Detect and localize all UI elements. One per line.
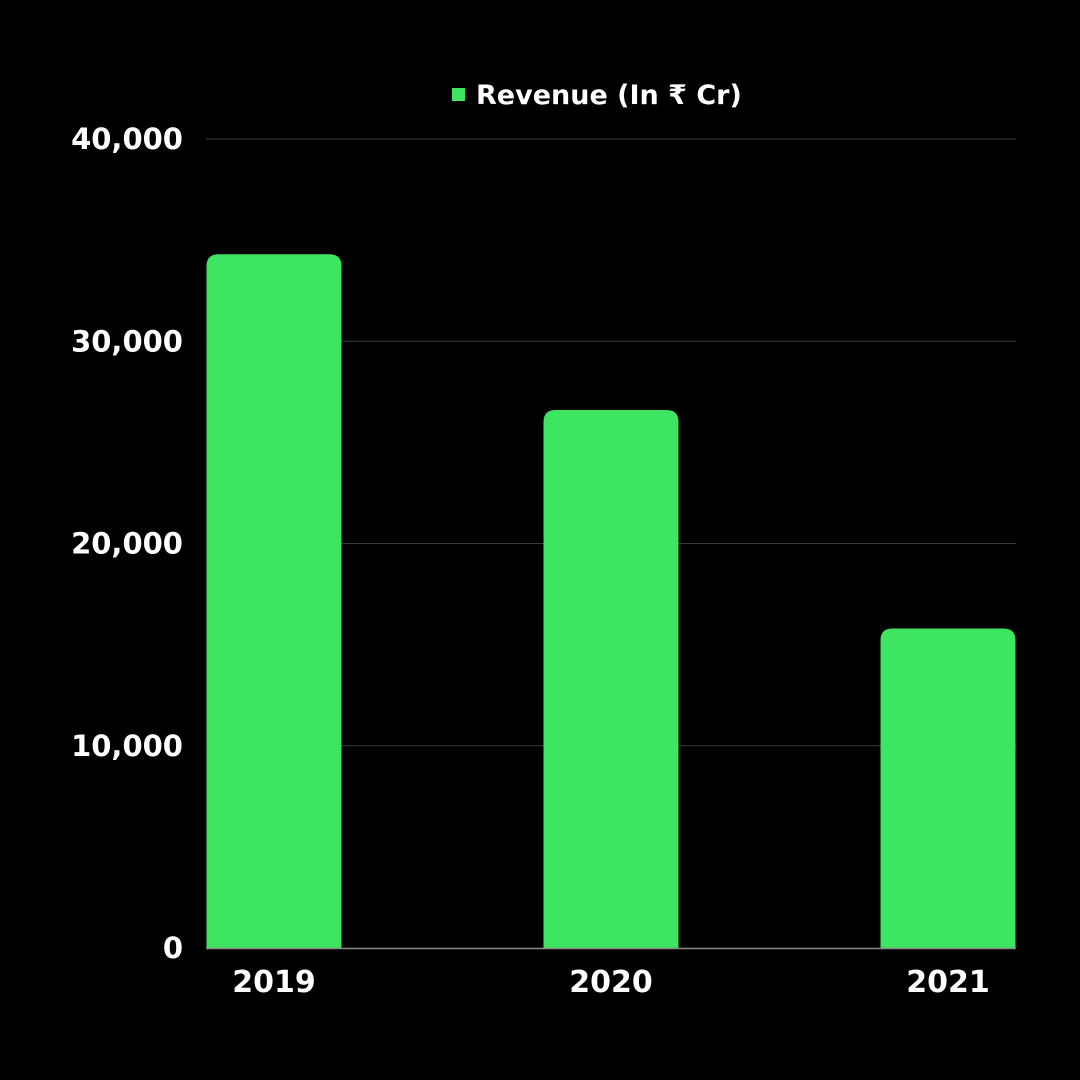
bar-2021 — [880, 628, 1016, 948]
legend: Revenue (In ₹ Cr) — [452, 80, 742, 111]
x-tick-label-2019: 2019 — [232, 965, 316, 1000]
y-tick-label: 0 — [163, 931, 183, 965]
legend-label: Revenue (In ₹ Cr) — [476, 80, 742, 111]
x-tick-label-2021: 2021 — [906, 965, 990, 1000]
y-tick-label: 40,000 — [71, 122, 183, 156]
y-tick-label: 30,000 — [71, 324, 183, 358]
y-tick-label: 10,000 — [71, 729, 183, 763]
x-axis-tick-labels: 2019 2020 2021 — [232, 965, 990, 1000]
y-axis-tick-labels: 0 10,000 20,000 30,000 40,000 — [71, 122, 183, 965]
x-tick-label-2020: 2020 — [569, 965, 653, 1000]
y-tick-label: 20,000 — [71, 527, 183, 561]
bar-2019 — [206, 254, 342, 949]
bars — [206, 254, 1016, 949]
legend-swatch — [452, 88, 465, 101]
bar-2020 — [543, 410, 679, 948]
